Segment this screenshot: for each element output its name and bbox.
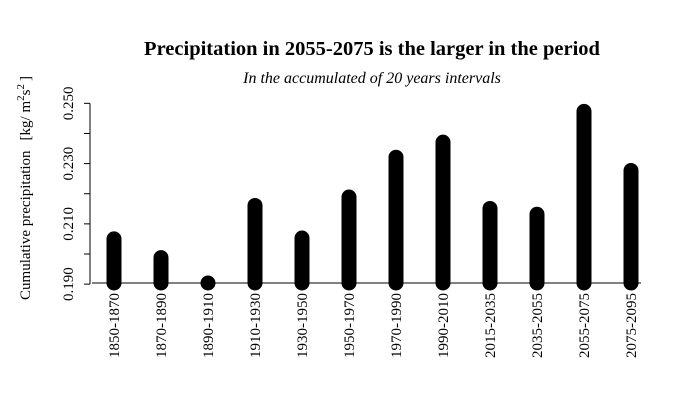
x-tick-label: 2055-2075 — [577, 293, 593, 358]
chart-subtitle: In the accumulated of 20 years intervals — [242, 70, 501, 87]
y-tick-label: 0.210 — [61, 207, 77, 241]
y-axis-label-unit-close: ] — [18, 76, 34, 81]
x-axis: 1850-1870 1870-1890 1890-1910 1910-1930 1930… — [92, 282, 641, 358]
x-tick-label: 2035-2055 — [530, 293, 546, 358]
y-axis: 0.190 0.210 0.230 0.250 — [61, 86, 91, 301]
y-axis-label-text: Cumulative precipitation — [18, 150, 34, 300]
y-axis-label: Cumulative precipitation[kg/ m2s2] — [15, 76, 34, 300]
x-tick-label: 1970-1990 — [389, 293, 405, 358]
x-tick-label: 1930-1950 — [295, 293, 311, 358]
y-axis-label-unit-open: [kg/ m — [18, 101, 34, 141]
y-tick-label: 0.230 — [61, 147, 77, 181]
chart-title: Precipitation in 2055-2075 is the larger… — [144, 38, 601, 60]
bars — [106, 103, 639, 291]
x-tick-label: 1870-1890 — [154, 293, 170, 358]
y-tick-label: 0.250 — [61, 86, 77, 120]
y-axis-label-unit-sup-2: 2 — [15, 84, 27, 90]
x-tick-label: 1890-1910 — [201, 293, 217, 358]
y-axis-label-unit-sup: 2 — [15, 95, 27, 101]
x-tick-label: 2015-2035 — [483, 293, 499, 358]
y-tick-label: 0.190 — [61, 267, 77, 301]
x-tick-label: 1910-1930 — [248, 293, 264, 358]
y-axis-label-unit-mid: s — [18, 89, 34, 95]
x-tick-label: 1950-1970 — [342, 293, 358, 358]
x-tick-label: 1990-2010 — [436, 293, 452, 358]
x-tick-label: 1850-1870 — [107, 293, 123, 358]
x-tick-label: 2075-2095 — [624, 293, 640, 358]
